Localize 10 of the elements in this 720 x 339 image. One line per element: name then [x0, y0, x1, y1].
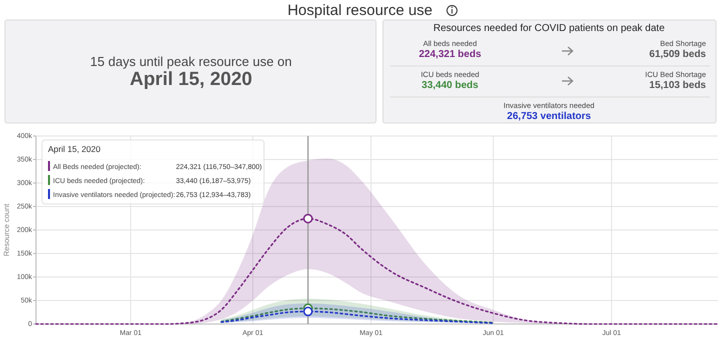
text: 61,509 beds: [649, 49, 706, 60]
text: 33,440 beds: [422, 80, 479, 91]
text: 15 days until peak resource use on: [90, 54, 292, 69]
chart-title: Hospital resource use: [287, 2, 433, 19]
text: April 15, 2020: [130, 69, 252, 90]
text: 26,753 ventilators: [507, 111, 592, 122]
legend-title: April 15, 2020: [48, 144, 101, 154]
text: 15,103 beds: [649, 80, 706, 91]
text: Resources needed for COVID patients on peak date: [433, 23, 666, 34]
text: 224,321 beds: [418, 49, 482, 60]
